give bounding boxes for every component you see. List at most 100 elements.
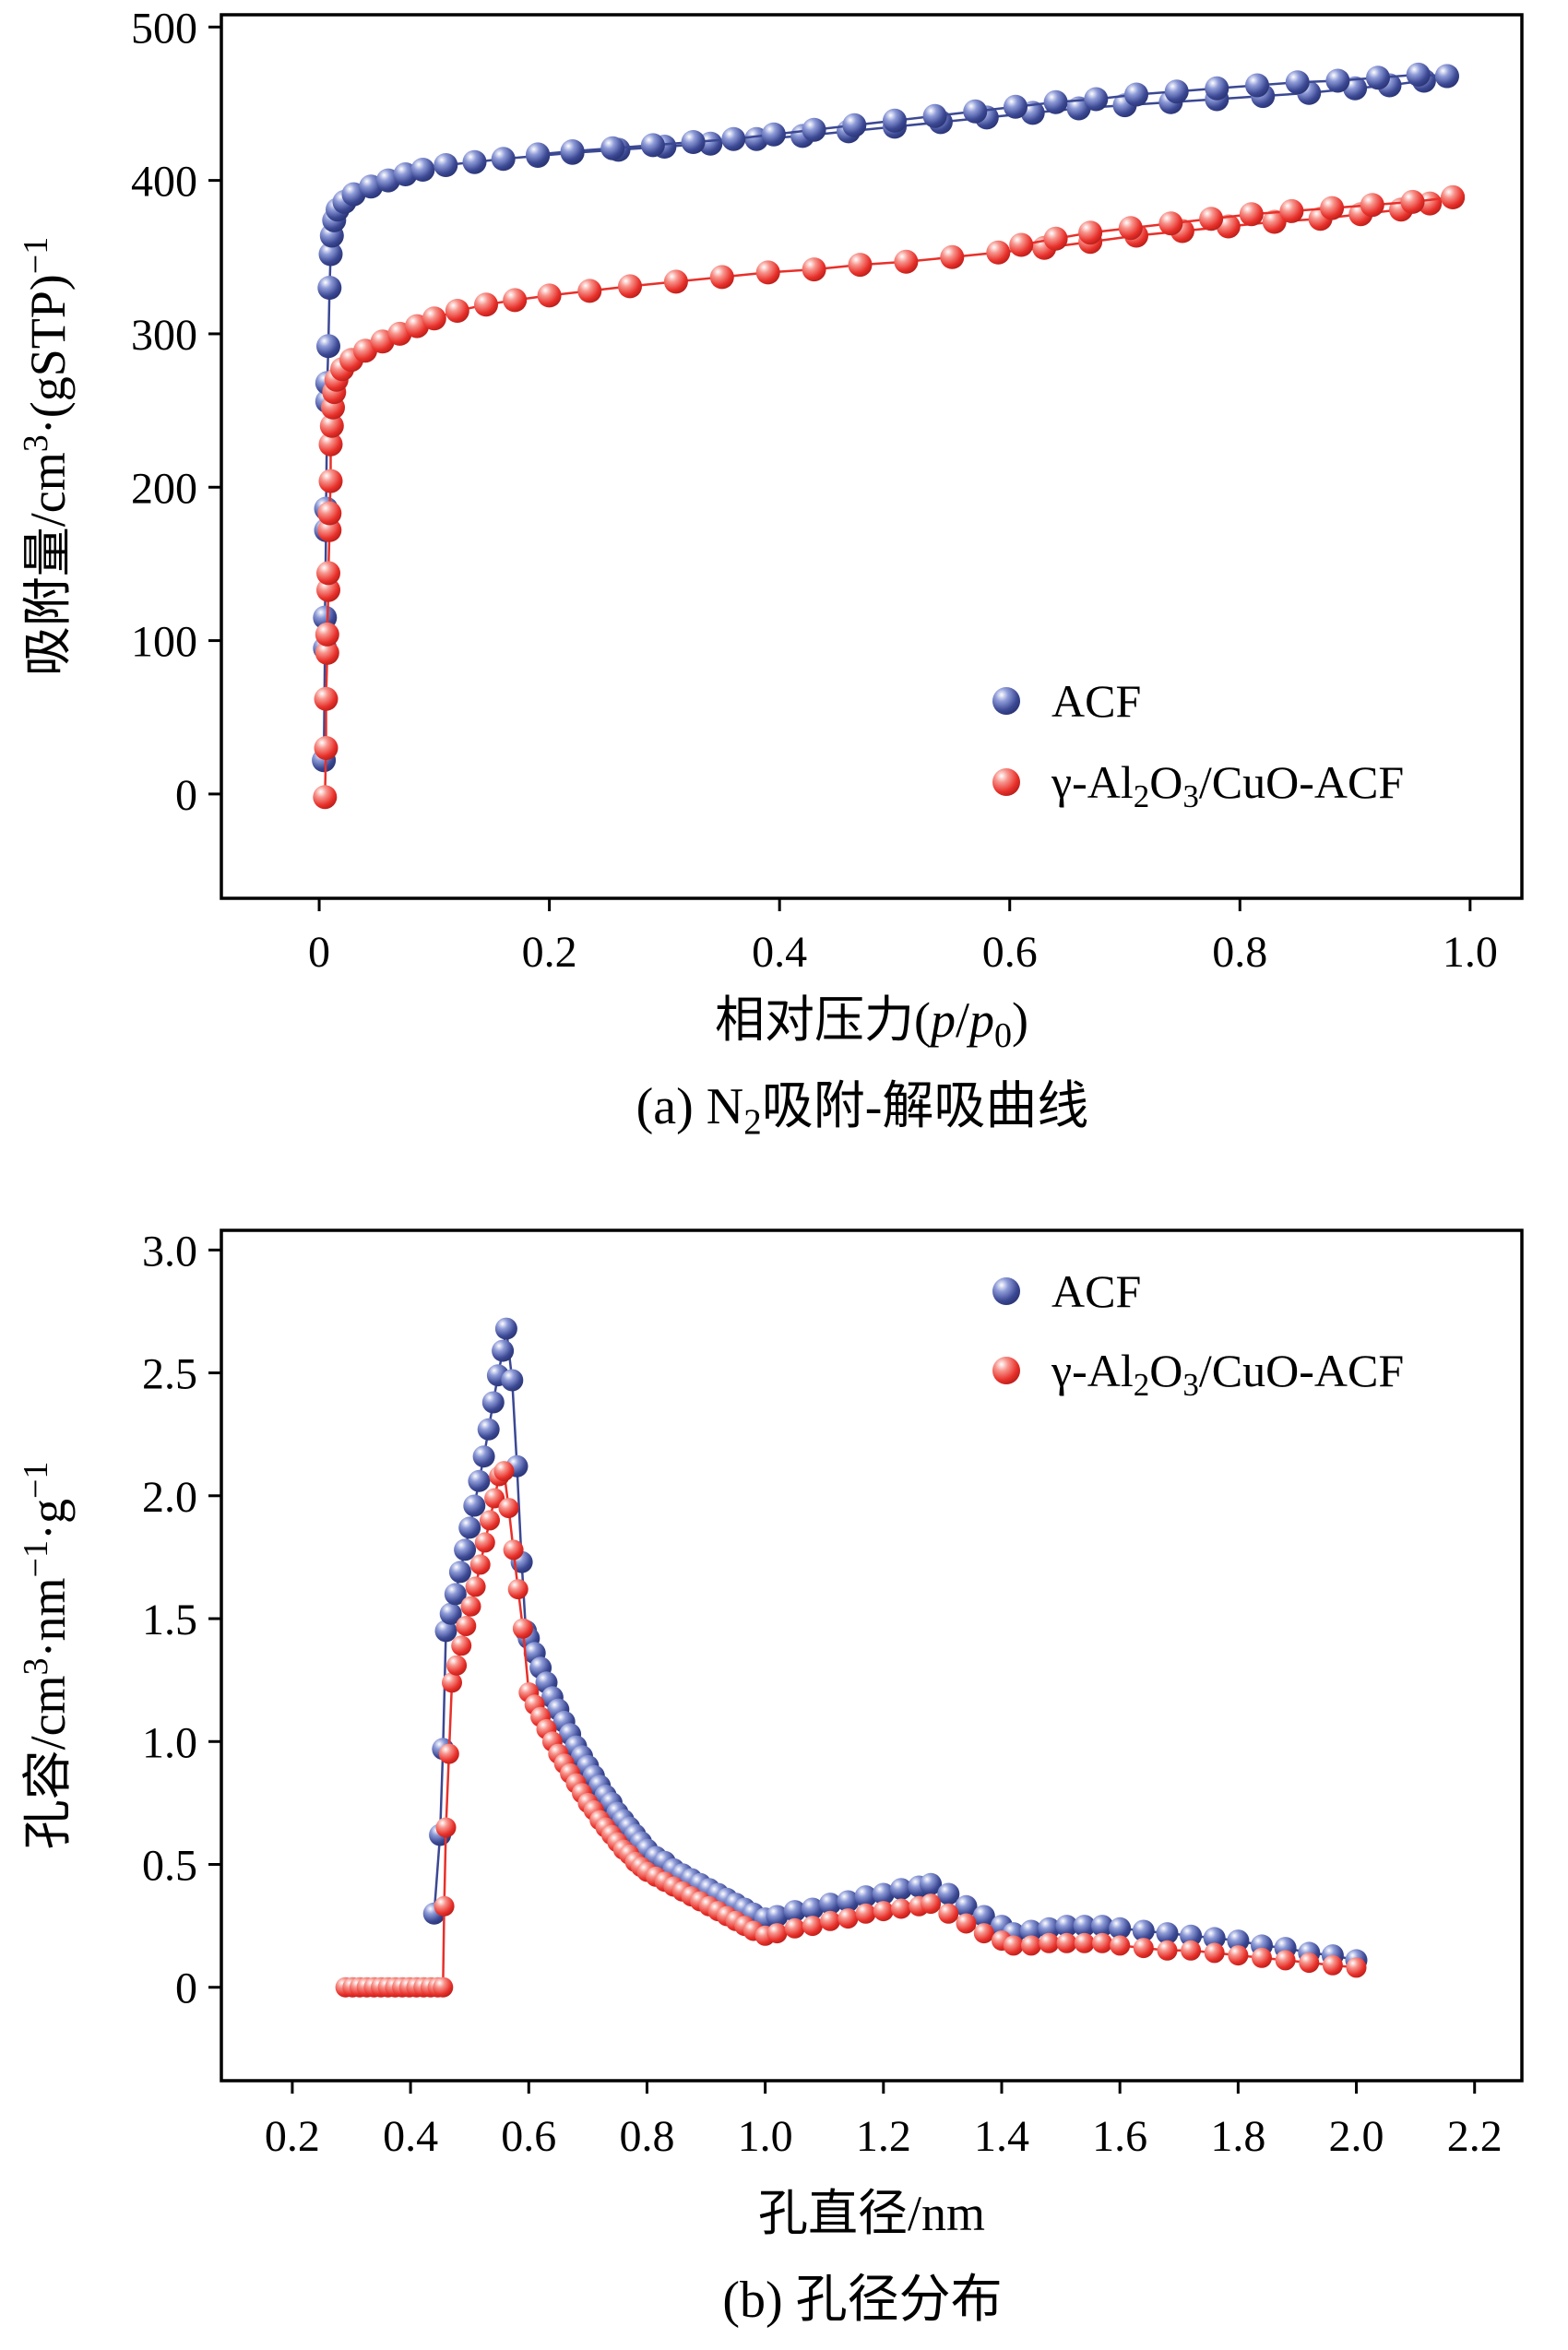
data-point-marker [1360,193,1384,218]
data-point-marker [560,139,585,163]
y-tick-label: 0.5 [142,1842,197,1891]
x-tick-label: 1.0 [1443,928,1498,977]
data-point-marker [1091,1915,1113,1938]
x-tick-label: 1.0 [738,2112,793,2161]
data-point-marker [1227,1929,1250,1952]
data-point-marker [537,283,562,308]
data-point-marker [1228,1945,1249,1966]
data-point-marker [820,1910,841,1931]
data-point-marker [460,1596,481,1617]
data-point-marker [319,413,344,438]
data-point-marker [498,1498,519,1519]
data-point-marker [1021,1935,1041,1956]
data-point-marker [1204,1942,1225,1964]
data-point-marker [313,785,338,810]
legend-label: ACF [1051,675,1141,727]
x-tick-label: 2.2 [1447,2112,1503,2161]
data-point-marker [1109,1917,1132,1940]
data-point-marker [422,306,446,331]
data-point-marker [721,126,746,151]
data-point-marker [663,269,688,294]
data-point-marker [474,292,498,317]
series-acf-pore-distribution [422,1317,1368,1972]
y-tick-label: 2.5 [142,1350,197,1399]
data-point-marker [1003,1935,1024,1956]
data-point-marker [1322,1954,1343,1976]
data-point-marker [1132,1919,1155,1942]
data-point-marker [1262,209,1287,234]
data-point-marker [1092,1932,1112,1953]
data-point-marker [1056,1932,1077,1953]
series-line [433,1328,1357,1962]
data-point-marker [503,1539,524,1561]
x-tick-label: 1.2 [856,2112,911,2161]
data-point-marker [1133,1938,1154,1959]
legend-marker-acf [992,1277,1020,1305]
data-point-marker [1009,232,1034,257]
data-point-marker [445,299,469,323]
data-point-marker [315,622,339,647]
data-point-marker [938,1903,959,1924]
data-point-marker [468,1469,491,1492]
legend-marker-cuo [992,768,1020,796]
data-point-marker [577,279,602,303]
data-point-marker [1020,1919,1042,1942]
x-tick-label: 0.6 [501,2112,556,2161]
data-point-marker [1118,216,1143,241]
y-tick-label: 100 [131,618,197,667]
data-point-marker [481,1391,505,1414]
data-point-marker [855,1903,876,1924]
data-point-marker [1055,1915,1078,1938]
data-point-marker [451,1635,472,1656]
y-tick-label: 400 [131,158,197,207]
y-axis-title: 吸附量/cm3·(gSTP)−1 [17,237,76,676]
data-point-marker [1158,211,1183,236]
data-point-marker [801,1897,824,1920]
legend-label: ACF [1051,1265,1141,1317]
x-tick-label: 0.2 [522,928,577,977]
chart-b-canvas: 0.2 0.4 0.6 0.8 1.0 1.2 1.4 1.6 1.8 2.0 2.2 0 0.5 1.0… [17,1227,1524,2329]
data-point-marker [316,561,340,586]
data-point-marker [469,1554,491,1575]
data-point-marker [837,1908,859,1929]
series-line [324,196,1454,798]
data-point-marker [444,1583,467,1606]
data-point-marker [940,244,965,269]
data-point-marker [986,240,1011,265]
data-point-marker [474,1532,495,1553]
data-point-marker [463,1494,486,1517]
data-point-marker [318,242,343,267]
data-point-marker [1441,184,1466,209]
data-point-marker [315,640,339,665]
data-point-marker [848,253,873,278]
data-point-marker [317,276,342,300]
data-point-marker [438,1743,459,1764]
y-tick-label: 1.0 [142,1718,197,1767]
data-point-marker [493,1461,515,1482]
data-point-marker [1400,189,1425,214]
data-point-marker [1199,207,1224,231]
y-tick-label: 300 [131,311,197,360]
data-point-marker [1004,94,1028,119]
data-point-marker [446,1655,468,1676]
data-point-marker [1073,1915,1096,1938]
data-point-marker [318,432,343,457]
y-tick-label: 500 [131,4,197,53]
data-point-marker [456,1616,477,1636]
data-point-marker [618,274,642,299]
data-point-marker [802,1916,823,1937]
x-tick-label: 0.8 [619,2112,674,2161]
legend-label: γ-Al2O3/CuO-ACF [1051,1345,1404,1403]
y-tick-label: 3.0 [142,1227,197,1276]
chart-caption: (a) N2吸附-解吸曲线 [636,1078,1089,1142]
data-point-marker [1406,62,1431,87]
data-point-marker [503,288,528,313]
data-point-marker [434,1895,455,1917]
data-point-marker [439,1602,462,1625]
data-point-marker [766,1923,788,1944]
data-point-marker [492,1339,515,1362]
data-point-marker [1157,1940,1178,1961]
data-point-marker [1124,82,1148,107]
